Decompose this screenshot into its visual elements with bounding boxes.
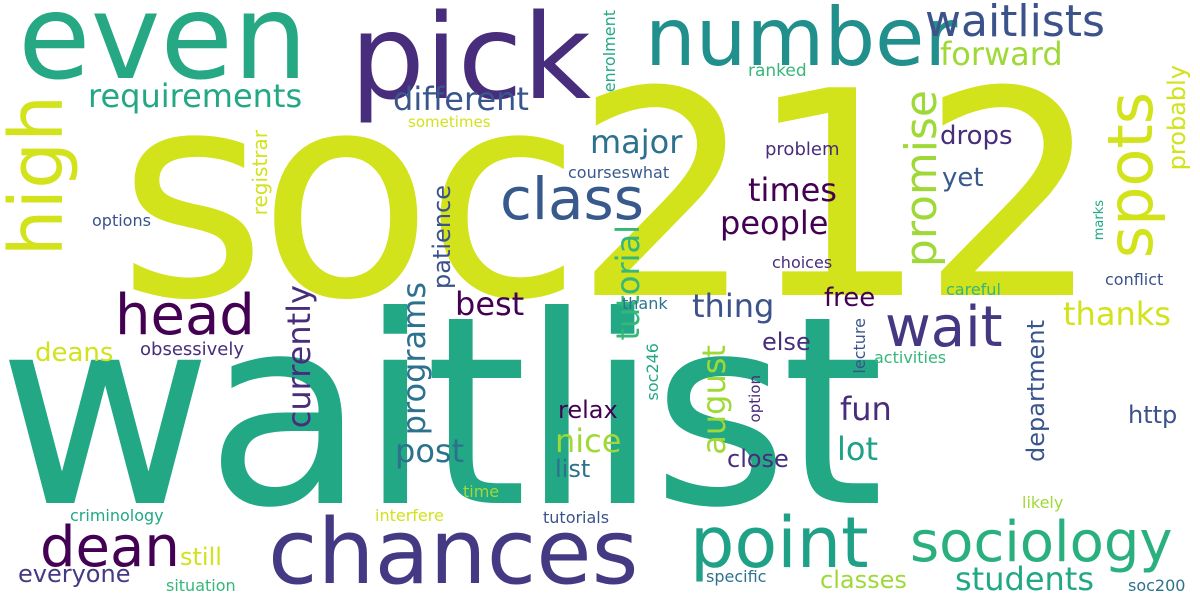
word-forward: forward: [940, 35, 1063, 73]
word-august: august: [695, 345, 733, 455]
word-programs: programs: [395, 282, 433, 436]
word-even: even: [18, 0, 308, 106]
word-likely: likely: [1022, 493, 1064, 512]
word-head: head: [115, 283, 255, 348]
word-marks: marks: [1092, 200, 1107, 241]
word-major: major: [590, 123, 683, 161]
word-deans: deans: [35, 338, 114, 368]
word-ranked: ranked: [748, 61, 807, 81]
word-everyone: everyone: [18, 560, 131, 588]
word-free: free: [824, 283, 876, 313]
word-time: time: [463, 482, 500, 501]
word-drops: drops: [940, 121, 1013, 151]
word-courseswhat: courseswhat: [568, 163, 670, 182]
word-high: high: [0, 95, 80, 257]
word-problem: problem: [765, 139, 840, 160]
word-requirements: requirements: [88, 77, 303, 115]
word-thank: thank: [622, 294, 668, 313]
word-else: else: [762, 328, 811, 356]
word-number: number: [645, 0, 958, 84]
word-probably: probably: [1163, 65, 1191, 171]
word-conflict: conflict: [1105, 270, 1164, 289]
word-options: options: [92, 211, 151, 230]
word-patience: patience: [428, 185, 456, 289]
word-students: students: [955, 560, 1094, 598]
word-lot: lot: [837, 430, 879, 468]
word-choices: choices: [772, 253, 833, 272]
word-thing: thing: [692, 287, 775, 325]
word-post: post: [395, 432, 465, 470]
word-relax: relax: [558, 396, 618, 424]
word-sometimes: sometimes: [408, 113, 491, 131]
word-enrolment: enrolment: [600, 10, 619, 93]
word-wait: wait: [885, 295, 1003, 360]
word-option: option: [746, 375, 764, 423]
word-sociology: sociology: [910, 510, 1173, 575]
word-soc246: soc246: [643, 343, 662, 401]
word-best: best: [455, 285, 525, 323]
word-soc212: soc212: [118, 31, 1102, 363]
word-http: http: [1128, 401, 1178, 429]
word-dean: dean: [40, 515, 180, 580]
word-nice: nice: [555, 422, 622, 460]
word-situation: situation: [166, 576, 236, 595]
word-registrar: registrar: [248, 130, 272, 216]
word-tutorials: tutorials: [543, 508, 610, 527]
word-thanks: thanks: [1063, 295, 1171, 333]
word-pick: pick: [350, 0, 591, 126]
word-criminology: criminology: [70, 506, 164, 525]
word-classes: classes: [820, 566, 907, 594]
word-point: point: [690, 502, 869, 584]
word-close: close: [727, 445, 789, 473]
word-promise: promise: [896, 90, 947, 268]
word-yet: yet: [942, 163, 984, 193]
word-spots: spots: [1094, 92, 1167, 259]
word-soc200: soc200: [1128, 576, 1186, 595]
word-list: list: [555, 455, 591, 483]
word-different: different: [393, 80, 529, 118]
word-obsessively: obsessively: [140, 339, 245, 360]
word-currently: currently: [280, 285, 318, 429]
word-fun: fun: [840, 390, 892, 428]
word-chances: chances: [268, 500, 639, 600]
word-lecture: lecture: [850, 318, 869, 374]
word-interfere: interfere: [375, 506, 444, 525]
word-people: people: [720, 204, 829, 242]
word-waitlist: waitlist: [0, 260, 884, 565]
word-waitlists: waitlists: [925, 0, 1105, 47]
word-activities: activities: [874, 348, 947, 367]
word-department: department: [1022, 320, 1050, 462]
word-times: times: [748, 171, 837, 209]
word-tutorial: tutorial: [609, 225, 647, 341]
word-still: still: [180, 543, 222, 571]
word-specific: specific: [706, 567, 767, 586]
word-class: class: [500, 165, 644, 233]
word-careful: careful: [946, 280, 1001, 299]
